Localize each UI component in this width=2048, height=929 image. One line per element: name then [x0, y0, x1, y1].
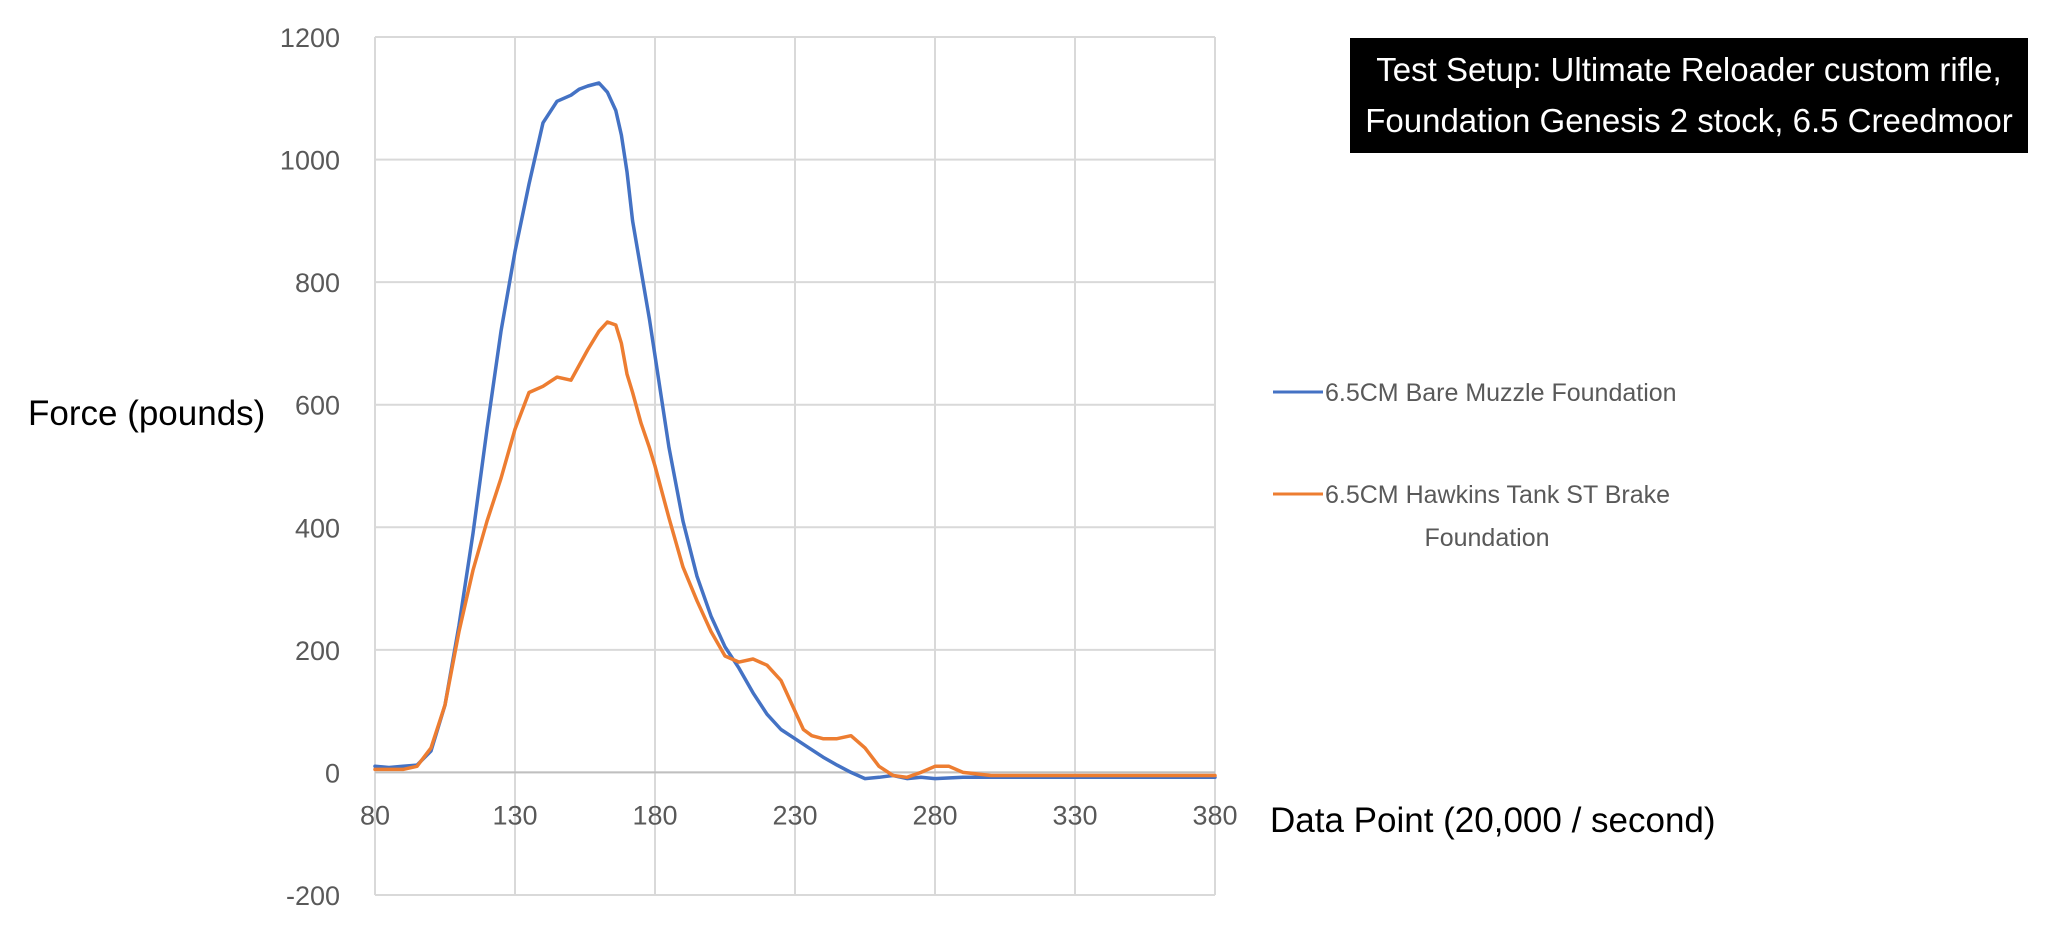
y-tick-labels: -200 0 200 400 600 800 1000 1200 [280, 23, 340, 911]
x-tick-labels: 80 130 180 230 280 330 380 [360, 800, 1238, 830]
y-tick-label: 800 [295, 268, 340, 298]
legend-label-bare-muzzle: 6.5CM Bare Muzzle Foundation [1325, 379, 1677, 407]
x-tick-label: 330 [1052, 800, 1097, 830]
legend: 6.5CM Bare Muzzle Foundation 6.5CM Hawki… [1273, 379, 1677, 552]
chart-grid [374, 36, 1216, 896]
y-tick-label: 400 [295, 513, 340, 543]
x-tick-label: 280 [912, 800, 957, 830]
y-tick-label: 1000 [280, 146, 340, 176]
annotation-line-1: Test Setup: Ultimate Reloader custom rif… [1376, 51, 2002, 88]
legend-label-hawkins-brake: 6.5CM Hawkins Tank ST Brake [1325, 481, 1670, 509]
x-tick-label: 180 [632, 800, 677, 830]
series-line-hawkins-brake [373, 320, 1217, 780]
series-line-bare-muzzle [373, 81, 1217, 781]
x-tick-label: 130 [492, 800, 537, 830]
y-tick-label: 1200 [280, 23, 340, 53]
y-tick-label: 200 [295, 636, 340, 666]
x-tick-label: 80 [360, 800, 390, 830]
y-tick-label: -200 [286, 881, 340, 911]
annotation-line-2: Foundation Genesis 2 stock, 6.5 Creedmoo… [1365, 102, 2013, 139]
series-layer [373, 81, 1217, 781]
y-axis-label: Force (pounds) [28, 394, 265, 433]
test-setup-annotation: Test Setup: Ultimate Reloader custom rif… [1350, 38, 2028, 153]
y-tick-label: 600 [295, 391, 340, 421]
y-tick-label: 0 [325, 758, 340, 788]
x-tick-label: 230 [772, 800, 817, 830]
x-tick-label: 380 [1192, 800, 1237, 830]
x-axis-label: Data Point (20,000 / second) [1270, 801, 1716, 840]
legend-label-hawkins-brake-line2: Foundation [1424, 524, 1549, 552]
